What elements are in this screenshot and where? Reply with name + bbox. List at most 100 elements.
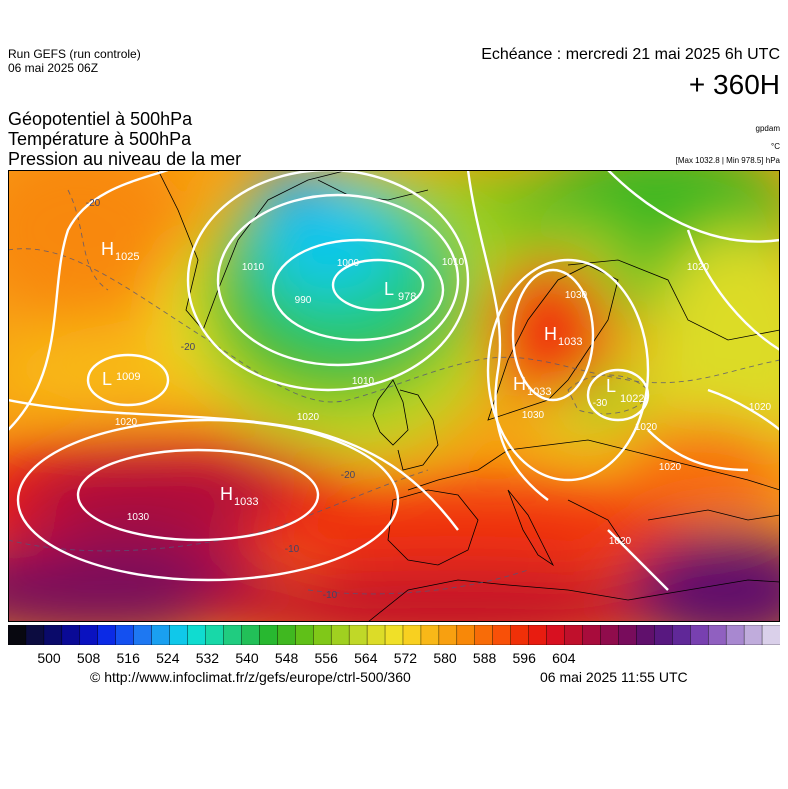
colorbar-tick-label: 556 (314, 650, 338, 666)
greenland-coast (157, 170, 349, 331)
isobar-label: 1020 (659, 462, 682, 473)
iberia-coast (387, 489, 479, 566)
isobar-1030 (76, 448, 320, 542)
isobar-1009 (86, 353, 170, 407)
colorbar-swatch (223, 625, 242, 645)
colorbar-swatch (241, 625, 260, 645)
isobar-1010 (186, 170, 470, 392)
svg-text:1033: 1033 (527, 386, 551, 398)
low-pressure-center: L 1022 (606, 376, 644, 405)
forecast-valid-time: Echéance : mercredi 21 mai 2025 6h UTC (481, 46, 780, 63)
isobar-1030-scandinavia (511, 268, 595, 402)
unit-celsius: °C (771, 142, 780, 151)
colorbar-swatch (43, 625, 63, 645)
isotherm-label: -10 (285, 544, 300, 555)
isobar-label: 1030 (565, 290, 588, 301)
colorbar-swatch (313, 625, 332, 645)
svg-text:L: L (102, 369, 112, 389)
coastlines (157, 170, 780, 622)
colorbar-swatch (492, 625, 512, 645)
low-pressure-center: L 978 (384, 279, 416, 303)
north-africa-coast (367, 579, 780, 622)
colorbar-swatch (510, 625, 530, 645)
colorbar-swatch (456, 625, 476, 645)
colorbar-swatch (636, 625, 655, 645)
title-geopotential: Géopotentiel à 500hPa (8, 109, 193, 129)
isobar-label: 1020 (687, 262, 710, 273)
colorbar-tick-label: 572 (393, 650, 418, 666)
colorbar-swatch (743, 625, 763, 645)
colorbar-swatch (528, 625, 548, 645)
svg-text:1033: 1033 (234, 496, 258, 508)
map-frame (8, 170, 780, 622)
isobar-label: 1020 (115, 417, 138, 428)
title-temperature: Température à 500hPa (8, 129, 192, 149)
svg-text:1009: 1009 (116, 371, 140, 383)
scandinavia-coast (487, 264, 619, 421)
isotherm-label: -20 (341, 470, 356, 481)
colorbar-swatch (564, 625, 584, 645)
isobars (8, 170, 780, 591)
colorbar-swatch (259, 625, 278, 645)
isobar-label: 1010 (352, 376, 375, 387)
high-pressure-center: H 1033 (220, 484, 258, 508)
colorbar-swatch (582, 625, 601, 645)
colorbar-swatch (277, 625, 296, 645)
pressure-centers: H 1025 H 1033 H 1033 H 1033 L 978 L 1009 (101, 239, 644, 508)
pressure-max-min: [Max 1032.8 | Min 978.5] hPa (675, 156, 780, 165)
svg-text:978: 978 (398, 291, 416, 303)
colorbar-swatch (672, 625, 691, 645)
isotherm-label: -30 (593, 398, 608, 409)
isobar-label: 1030 (127, 512, 150, 523)
ireland-britain-coast (372, 379, 409, 446)
colorbar-swatch (600, 625, 619, 645)
britain-east-coast (397, 389, 439, 471)
svg-text:H: H (101, 239, 114, 259)
colorbar-swatch (438, 625, 458, 645)
colorbar-swatch (348, 625, 368, 645)
black-sea-coast (647, 509, 780, 521)
svg-text:L: L (384, 279, 394, 299)
source-url[interactable]: © http://www.infoclimat.fr/z/gefs/europe… (90, 669, 411, 685)
colorbar-swatch (133, 625, 153, 645)
colorbar-swatch (618, 625, 637, 645)
colorbar-tick-label: 516 (116, 650, 140, 666)
high-pressure-center: H 1025 (101, 239, 139, 263)
colorbar-swatch (707, 625, 727, 645)
run-name: Run GEFS (run controle) (8, 47, 141, 61)
isotherm-label: -20 (181, 342, 196, 353)
colorbar-tick-label: 532 (195, 650, 220, 666)
colorbar-swatch (420, 625, 440, 645)
colorbar-swatch (61, 625, 81, 645)
colorbar-swatch (546, 625, 566, 645)
central-europe (407, 439, 780, 491)
svg-text:1022: 1022 (620, 393, 644, 405)
colorbar-tick-label: 604 (552, 650, 576, 666)
isobar-label: 1020 (297, 412, 320, 423)
colorbar-tick-label: 548 (274, 650, 299, 666)
generated-date: 06 mai 2025 11:55 UTC (540, 669, 688, 685)
colorbar-tick-label: 596 (512, 650, 536, 666)
unit-gpdam: gpdam (755, 124, 780, 133)
colorbar-swatch (151, 625, 171, 645)
colorbar-tick-label: 500 (37, 650, 61, 666)
colorbar-swatch (8, 625, 27, 645)
colorbar (8, 625, 780, 645)
colorbar-swatch (25, 625, 45, 645)
italy-coast (507, 489, 555, 567)
isobar-label: 1010 (242, 262, 265, 273)
isobar-label: 1020 (635, 422, 658, 433)
isotherm-label: -10 (323, 590, 338, 601)
isobar-labels: 1000 990 1010 1010 1010 1020 1020 1020 1… (115, 257, 772, 547)
isobar-label: 1010 (442, 257, 465, 268)
colorbar-tick-label: 524 (156, 650, 180, 666)
colorbar-tick-label: 564 (354, 650, 378, 666)
colorbar-swatch (366, 625, 386, 645)
colorbar-swatch (115, 625, 135, 645)
isobar-label: 1020 (749, 402, 772, 413)
svg-text:L: L (606, 376, 616, 396)
isobar-label: 1000 (337, 258, 360, 269)
isobar-990 (331, 258, 425, 312)
high-pressure-center: H 1033 (544, 324, 582, 348)
colorbar-swatch (295, 625, 314, 645)
